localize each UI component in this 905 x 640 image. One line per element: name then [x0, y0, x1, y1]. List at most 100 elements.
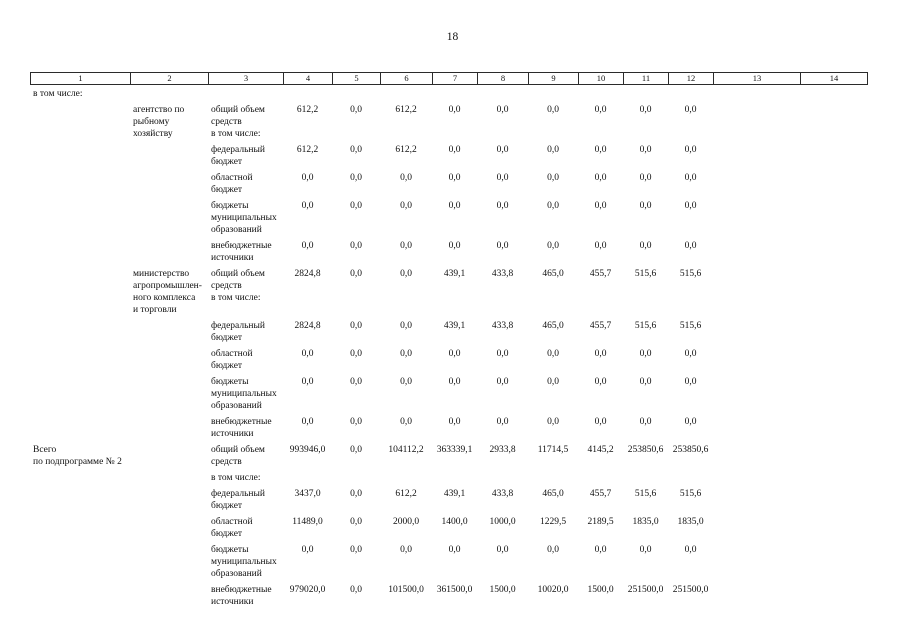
value-cell: 0,0 [496, 417, 509, 427]
value-cell: 0,0 [400, 377, 412, 387]
value-cell: 0,0 [496, 201, 509, 211]
value-cell: 0,0 [594, 241, 607, 251]
value-cell: 0,0 [350, 445, 362, 455]
value-cell: 0,0 [594, 349, 607, 359]
value-cell: 0,0 [684, 545, 697, 555]
table-row: бюджеты муниципальных образований 0,0 0,0 0… [30, 544, 868, 580]
value-cell: 0,0 [639, 241, 652, 251]
value-cell: 612,2 [296, 105, 319, 115]
value-cell: 1400,0 [441, 517, 468, 527]
page-number: 18 [446, 31, 459, 43]
value-cell: 0,0 [350, 489, 362, 499]
value-cell: 0,0 [496, 545, 509, 555]
value-cell: 0,0 [448, 105, 461, 115]
value-cell: 433,8 [491, 489, 514, 499]
value-cell: 465,0 [542, 321, 564, 331]
value-cell: 104112,2 [388, 445, 424, 455]
value-cell: 0,0 [350, 517, 362, 527]
header-col-13: 13 [714, 73, 801, 84]
value-cell: 1500,0 [489, 585, 516, 595]
table-row: агентство по рыбному хозяйству общий объе… [30, 104, 868, 140]
value-cell: 361500,0 [436, 585, 473, 595]
value-cell: 455,7 [589, 489, 612, 499]
value-cell: 0,0 [496, 105, 509, 115]
header-col-7: 7 [433, 73, 478, 84]
row-lineitem-label: внебюджетные источники [211, 585, 272, 607]
value-cell: 363339,1 [436, 445, 473, 455]
table-header-row: 1 2 3 4 5 6 7 8 9 10 11 12 13 14 [30, 72, 868, 85]
value-cell: 0,0 [594, 201, 607, 211]
value-cell: 0,0 [547, 105, 559, 115]
value-cell: 2824,8 [294, 321, 321, 331]
value-cell: 612,2 [296, 145, 319, 155]
row-lineitem-label: федеральный бюджет [211, 145, 265, 167]
value-cell: 465,0 [542, 489, 564, 499]
table-row: областной бюджет 0,0 0,0 0,0 0,0 0,0 0,0 0,0 0,0… [30, 172, 868, 196]
row-agency-label: министерство агропромышлен- ного комплек… [133, 269, 202, 315]
value-cell: 2933,8 [489, 445, 516, 455]
value-cell: 0,0 [350, 349, 362, 359]
value-cell: 439,1 [443, 489, 466, 499]
value-cell: 0,0 [301, 201, 314, 211]
table-row: внебюджетные источники 0,0 0,0 0,0 0,0 0,0 0,0… [30, 416, 868, 440]
value-cell: 0,0 [639, 201, 652, 211]
value-cell: 0,0 [448, 145, 461, 155]
value-cell: 0,0 [547, 145, 559, 155]
value-cell: 2824,8 [294, 269, 321, 279]
value-cell: 1229,5 [539, 517, 567, 527]
value-cell: 0,0 [350, 173, 362, 183]
value-cell: 439,1 [443, 321, 466, 331]
value-cell: 0,0 [639, 377, 652, 387]
value-cell: 4145,2 [587, 445, 614, 455]
table-row: бюджеты муниципальных образований 0,0 0,0 0… [30, 200, 868, 236]
value-cell: 101500,0 [388, 585, 424, 595]
value-cell: 2000,0 [392, 517, 420, 527]
value-cell: 0,0 [639, 417, 652, 427]
value-cell: 515,6 [679, 321, 702, 331]
header-col-1: 1 [31, 73, 131, 84]
value-cell: 253850,6 [672, 445, 709, 455]
value-cell: 0,0 [639, 173, 652, 183]
value-cell: 465,0 [542, 269, 564, 279]
row-lineitem-label: общий объем средств в том числе: [211, 105, 265, 139]
value-cell: 0,0 [350, 545, 362, 555]
value-cell: 515,6 [679, 489, 702, 499]
value-cell: 0,0 [448, 377, 461, 387]
value-cell: 253850,6 [627, 445, 664, 455]
header-col-12: 12 [669, 73, 714, 84]
value-cell: 0,0 [350, 321, 362, 331]
value-cell: 0,0 [684, 145, 697, 155]
value-cell: 0,0 [547, 349, 559, 359]
value-cell: 11489,0 [292, 517, 323, 527]
row-lineitem-label: областной бюджет [211, 517, 253, 539]
value-cell: 455,7 [589, 321, 612, 331]
value-cell: 0,0 [684, 417, 697, 427]
value-cell: 0,0 [496, 173, 509, 183]
header-col-5: 5 [333, 73, 381, 84]
value-cell: 0,0 [684, 377, 697, 387]
value-cell: 0,0 [301, 241, 314, 251]
value-cell: 515,6 [634, 321, 657, 331]
row-lineitem-label: в том числе: [211, 473, 261, 483]
header-col-4: 4 [284, 73, 333, 84]
value-cell: 515,6 [634, 489, 657, 499]
table-row: федеральный бюджет 612,2 0,0 612,2 0,0 0,0 0,0… [30, 144, 868, 168]
value-cell: 1835,0 [632, 517, 659, 527]
value-cell: 0,0 [684, 173, 697, 183]
value-cell: 0,0 [301, 173, 314, 183]
value-cell: 0,0 [301, 349, 314, 359]
value-cell: 0,0 [684, 201, 697, 211]
row-lineitem-label: областной бюджет [211, 173, 253, 195]
value-cell: 612,2 [395, 145, 417, 155]
header-col-11: 11 [624, 73, 669, 84]
value-cell: 0,0 [547, 417, 559, 427]
value-cell: 0,0 [400, 417, 412, 427]
value-cell: 0,0 [448, 173, 461, 183]
value-cell: 612,2 [395, 105, 417, 115]
row-lineitem-label: общий объем средств в том числе: [211, 269, 265, 303]
value-cell: 251500,0 [672, 585, 709, 595]
header-col-2: 2 [131, 73, 209, 84]
table-row: в том числе: [30, 88, 868, 100]
value-cell: 0,0 [350, 377, 362, 387]
